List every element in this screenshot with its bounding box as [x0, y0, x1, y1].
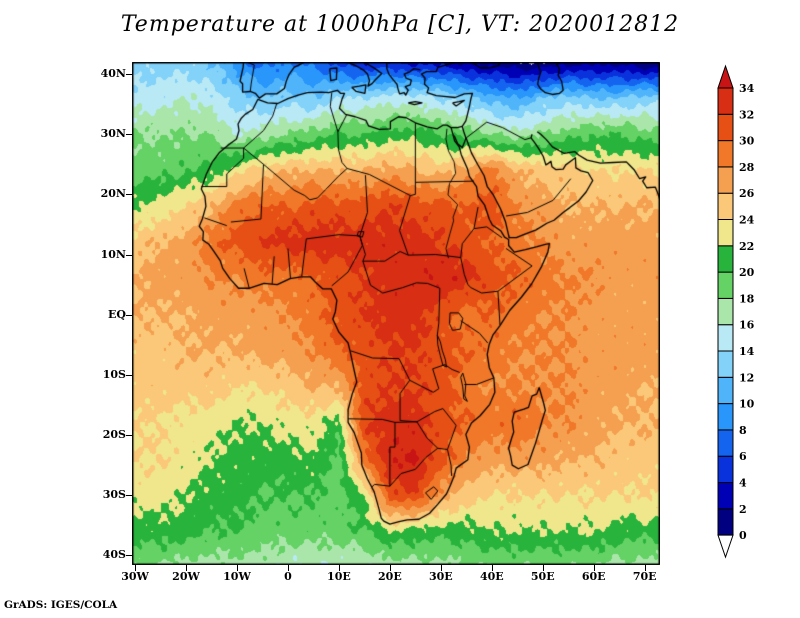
lat-tick-label: 20S — [102, 428, 126, 442]
lat-tick-mark — [126, 555, 132, 557]
colorbar-segment — [717, 455, 734, 484]
lat-tick-label: 40S — [102, 548, 126, 562]
lon-tick-label: 50E — [530, 570, 555, 583]
colorbar-tick-label: 0 — [739, 529, 747, 542]
lon-tick-mark — [287, 565, 289, 571]
lat-tick-label: EQ — [108, 307, 126, 321]
colorbar-tick-label: 8 — [739, 424, 747, 437]
lon-tick-label: 10E — [327, 570, 351, 583]
colorbar-segment — [717, 508, 734, 536]
colorbar-tick-label: 24 — [739, 214, 755, 227]
lon-tick-mark — [338, 565, 340, 571]
lon-tick-mark — [135, 565, 137, 571]
colorbar-segment — [717, 429, 734, 457]
colorbar-tick-label: 14 — [739, 345, 755, 358]
lat-tick-mark — [126, 374, 132, 376]
colorbar-segment — [717, 245, 734, 273]
lon-tick-label: 10W — [223, 570, 251, 583]
lat-tick-label: 40N — [100, 67, 126, 81]
colorbar-segment — [717, 376, 734, 405]
lat-tick-label: 10S — [102, 367, 126, 381]
colorbar-tick-label: 28 — [739, 161, 755, 174]
colorbar-segment — [717, 350, 734, 378]
colorbar-segment — [717, 192, 734, 220]
lat-tick-mark — [126, 254, 132, 256]
lat-tick-mark — [126, 314, 132, 316]
colorbar-segment — [717, 271, 734, 299]
colorbar-tick-label: 34 — [739, 82, 755, 95]
lon-tick-mark — [542, 565, 544, 571]
lon-tick-mark — [593, 565, 595, 571]
colorbar-segment — [717, 324, 734, 352]
lat-tick-mark — [126, 194, 132, 196]
colorbar-under-arrow — [717, 534, 734, 559]
colorbar-segment — [717, 140, 734, 168]
lon-tick-label: 20W — [172, 570, 200, 583]
lon-tick-label: 30W — [121, 570, 149, 583]
lon-tick-mark — [186, 565, 188, 571]
lon-tick-mark — [236, 565, 238, 571]
colorbar-tick-label: 4 — [739, 477, 747, 490]
lon-tick-label: 20E — [378, 570, 402, 583]
colorbar-tick-label: 2 — [739, 503, 747, 516]
colorbar-segment — [717, 87, 734, 115]
colorbar-segment — [717, 297, 734, 326]
lon-tick-mark — [644, 565, 646, 571]
lat-tick-mark — [126, 134, 132, 136]
colorbar-tick-label: 22 — [739, 240, 754, 253]
colorbar-tick-label: 32 — [739, 108, 754, 121]
colorbar-tick-label: 12 — [739, 371, 754, 384]
colorbar-tick-label: 26 — [739, 187, 755, 200]
lat-tick-mark — [126, 435, 132, 437]
colorbar-tick-label: 6 — [739, 450, 747, 463]
grads-credit-label: GrADS: IGES/COLA — [4, 599, 118, 611]
colorbar-segment — [717, 219, 734, 247]
lat-tick-label: 30S — [102, 488, 126, 502]
lon-tick-mark — [389, 565, 391, 571]
lon-tick-mark — [440, 565, 442, 571]
colorbar-segment — [717, 482, 734, 510]
lat-tick-mark — [126, 495, 132, 497]
lat-tick-mark — [126, 74, 132, 76]
lon-tick-label: 40E — [479, 570, 504, 583]
lon-tick-label: 30E — [428, 570, 453, 583]
temperature-field-map — [132, 62, 660, 565]
colorbar-segment — [717, 403, 734, 431]
lon-tick-label: 0 — [284, 570, 292, 583]
colorbar-tick-label: 16 — [739, 319, 755, 332]
colorbar-segment — [717, 166, 734, 194]
colorbar-tick-label: 10 — [739, 398, 755, 411]
colorbar-over-arrow — [717, 64, 734, 89]
chart-title: Temperature at 1000hPa [C], VT: 20200128… — [120, 12, 680, 37]
lat-tick-label: 30N — [100, 127, 126, 141]
lon-tick-label: 70E — [632, 570, 657, 583]
colorbar-segment — [717, 113, 734, 142]
lon-tick-mark — [491, 565, 493, 571]
lat-tick-label: 10N — [100, 247, 126, 261]
lat-tick-label: 20N — [100, 187, 126, 201]
colorbar-tick-label: 20 — [739, 266, 755, 279]
lon-tick-label: 60E — [581, 570, 606, 583]
colorbar-tick-label: 18 — [739, 292, 755, 305]
colorbar-tick-label: 30 — [739, 135, 755, 148]
